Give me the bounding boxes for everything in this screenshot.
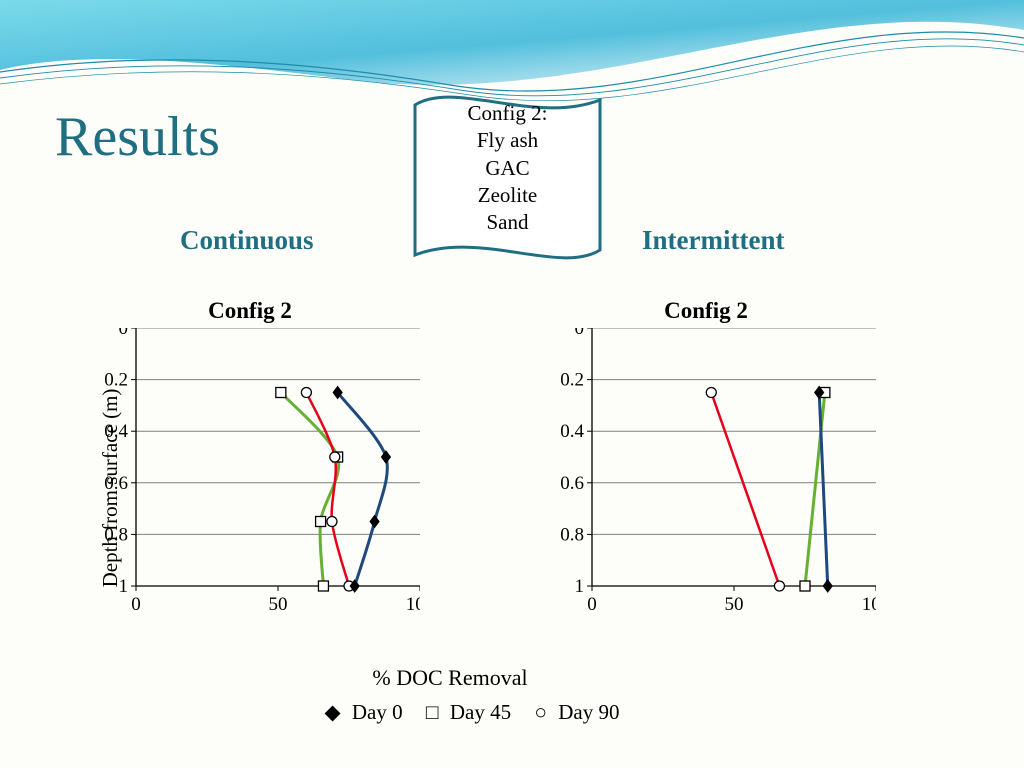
scroll-line-4: Zeolite bbox=[478, 183, 537, 207]
page-title: Results bbox=[55, 105, 220, 169]
x-axis-label: % DOC Removal bbox=[300, 665, 600, 691]
svg-text:100: 100 bbox=[406, 594, 420, 615]
plot-area-left: 00.20.40.60.81050100 Depth from surface … bbox=[80, 328, 420, 618]
scroll-line-2: Fly ash bbox=[477, 128, 538, 152]
svg-text:0: 0 bbox=[119, 328, 129, 339]
chart-intermittent: Config 2 00.20.40.60.81050100 bbox=[536, 298, 876, 618]
scroll-line-1: Config 2: bbox=[468, 101, 548, 125]
svg-text:0.6: 0.6 bbox=[560, 473, 584, 494]
chart-title-right: Config 2 bbox=[536, 298, 876, 324]
subheading-continuous: Continuous bbox=[180, 225, 314, 256]
scroll-line-3: GAC bbox=[485, 156, 529, 180]
svg-text:0: 0 bbox=[587, 594, 597, 615]
legend-day0: ◆ Day 0 bbox=[324, 700, 408, 724]
svg-text:0: 0 bbox=[131, 594, 141, 615]
svg-text:50: 50 bbox=[725, 594, 744, 615]
chart-title-left: Config 2 bbox=[80, 298, 420, 324]
y-axis-label: Depth from surface (m) bbox=[98, 348, 123, 628]
legend-day45: □ Day 45 bbox=[426, 700, 517, 724]
svg-text:100: 100 bbox=[862, 594, 876, 615]
legend-day90: ○ Day 90 bbox=[534, 700, 625, 724]
plot-area-right: 00.20.40.60.81050100 bbox=[536, 328, 876, 618]
scroll-banner-text: Config 2: Fly ash GAC Zeolite Sand bbox=[395, 100, 620, 236]
scroll-line-5: Sand bbox=[487, 210, 529, 234]
legend: ◆ Day 0 □ Day 45 ○ Day 90 bbox=[300, 700, 650, 725]
svg-text:0.2: 0.2 bbox=[560, 370, 584, 391]
svg-text:0.8: 0.8 bbox=[560, 524, 584, 545]
chart-continuous: Config 2 00.20.40.60.81050100 Depth from… bbox=[80, 298, 420, 618]
svg-text:50: 50 bbox=[269, 594, 288, 615]
subheading-intermittent: Intermittent bbox=[642, 225, 784, 256]
svg-text:0.4: 0.4 bbox=[560, 421, 584, 442]
svg-text:0: 0 bbox=[575, 328, 585, 339]
svg-text:1: 1 bbox=[575, 576, 585, 597]
